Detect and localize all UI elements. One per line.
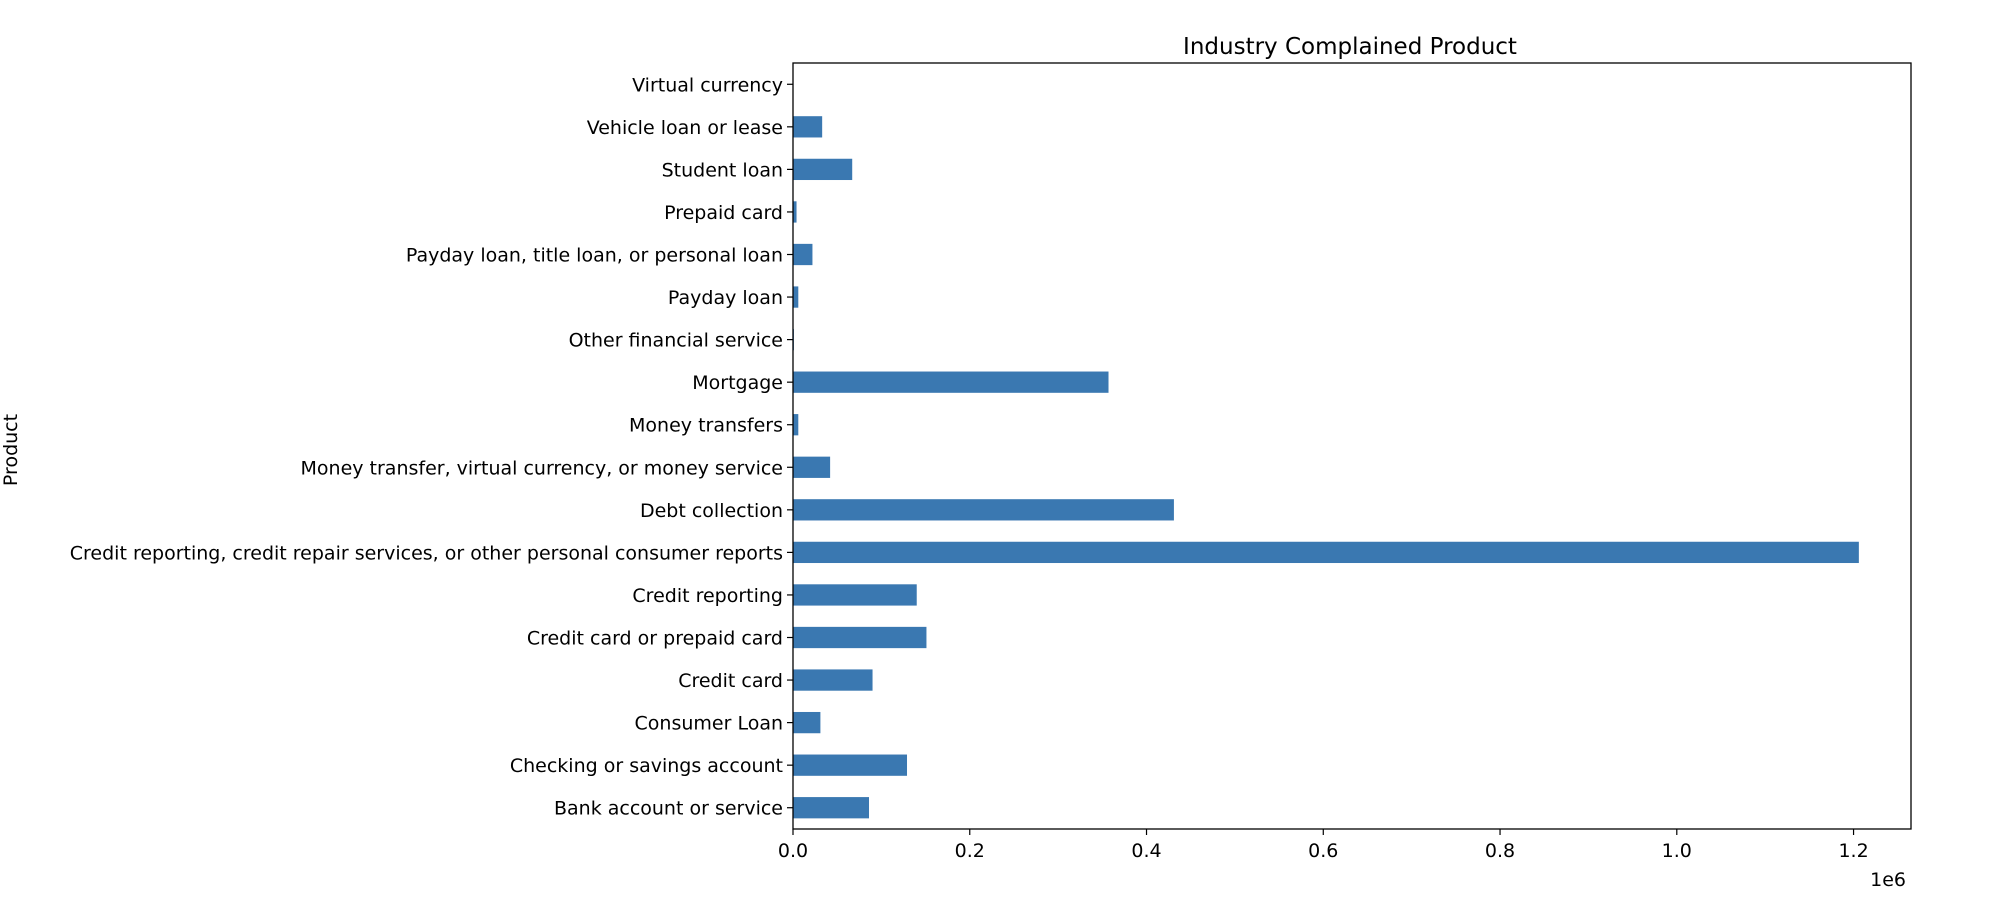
y-tick-label: Credit reporting, credit repair services…: [70, 542, 783, 564]
bar: [793, 754, 908, 776]
x-tick-label: 1.2: [1838, 840, 1868, 862]
bar: [793, 158, 853, 181]
y-tick-label: Checking or savings account: [510, 755, 783, 777]
plot-frame: [792, 62, 1912, 830]
x-axis-ticks: 0.0 0.2 0.4 0.6 0.8 1.0 1.2: [778, 829, 1869, 862]
y-tick-label: Credit card or prepaid card: [527, 628, 783, 650]
x-tick-label: 0.0: [778, 840, 808, 862]
bar: [793, 201, 797, 223]
y-tick-label: Virtual currency: [632, 74, 783, 96]
x-tick-label: 0.8: [1485, 840, 1515, 862]
y-tick-label: Credit card: [678, 670, 783, 692]
bar: [793, 669, 873, 691]
x-tick-label: 0.6: [1308, 840, 1338, 862]
bar: [793, 711, 821, 734]
y-tick-label: Vehicle loan or lease: [587, 117, 783, 139]
bar: [793, 286, 799, 308]
y-tick-label: Bank account or service: [554, 798, 783, 820]
y-axis-label: Product: [0, 414, 22, 486]
y-tick-label: Money transfer, virtual currency, or mon…: [301, 457, 783, 479]
y-tick-label: Payday loan: [668, 287, 783, 309]
bar: [793, 499, 1174, 521]
bar: [793, 626, 927, 649]
chart-title: Industry Complained Product: [1183, 34, 1517, 60]
x-tick-label: 1.0: [1662, 840, 1692, 862]
bar: [793, 797, 870, 819]
y-tick-label: Consumer Loan: [635, 713, 783, 735]
bar: [793, 116, 823, 138]
x-axis-offset-label: 1e6: [1870, 869, 1906, 891]
bar: [793, 371, 1109, 393]
y-tick-label: Student loan: [662, 159, 783, 181]
y-axis-ticks: Bank account or service Checking or savin…: [70, 74, 793, 820]
x-tick-label: 0.4: [1131, 840, 1161, 862]
y-tick-label: Credit reporting: [632, 585, 783, 607]
bar: [793, 414, 799, 436]
y-tick-label: Prepaid card: [664, 202, 783, 224]
y-tick-label: Mortgage: [692, 372, 783, 394]
bar: [793, 541, 1859, 564]
y-tick-label: Money transfers: [629, 415, 783, 437]
bars: [793, 116, 1859, 819]
y-tick-label: Debt collection: [640, 500, 783, 522]
x-tick-label: 0.2: [955, 840, 985, 862]
bar: [793, 456, 831, 478]
bar: [793, 584, 917, 606]
bar: [793, 243, 813, 266]
y-tick-label: Other financial service: [569, 330, 783, 352]
y-tick-label: Payday loan, title loan, or personal loa…: [406, 245, 783, 267]
